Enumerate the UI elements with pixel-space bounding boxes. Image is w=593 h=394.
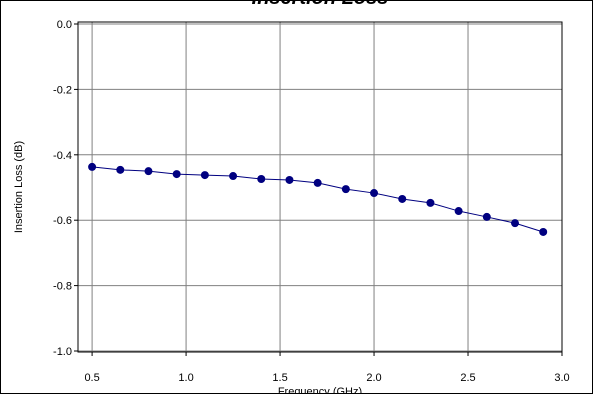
marker bbox=[257, 174, 266, 183]
marker bbox=[229, 172, 238, 181]
y-tick-label: -0.6 bbox=[53, 215, 72, 227]
y-tick-label: -0.2 bbox=[53, 84, 72, 96]
x-tick-label: 2.0 bbox=[366, 372, 381, 384]
x-axis-label: Frequency (GHz) bbox=[278, 386, 362, 394]
marker bbox=[426, 198, 435, 207]
y-tick-label: -0.4 bbox=[53, 150, 72, 162]
plot-area bbox=[77, 21, 563, 353]
x-tick-label: 3.0 bbox=[554, 372, 569, 384]
marker bbox=[398, 194, 407, 203]
marker bbox=[370, 189, 379, 198]
marker bbox=[511, 219, 520, 228]
y-tick-label: -1.0 bbox=[53, 346, 72, 358]
x-tick-label: 2.5 bbox=[460, 372, 475, 384]
x-tick-label: 0.5 bbox=[84, 372, 99, 384]
marker bbox=[88, 162, 97, 171]
marker bbox=[200, 171, 209, 180]
marker bbox=[341, 185, 350, 194]
marker bbox=[285, 175, 294, 184]
marker bbox=[313, 178, 322, 187]
marker bbox=[116, 165, 125, 174]
y-tick-label: 0.0 bbox=[57, 19, 72, 31]
x-tick-label: 1.0 bbox=[178, 372, 193, 384]
marker bbox=[454, 207, 463, 216]
y-tick-label: -0.8 bbox=[53, 281, 72, 293]
x-tick-label: 1.5 bbox=[272, 372, 287, 384]
marker bbox=[539, 227, 548, 236]
y-axis-label: Insertion Loss (dB) bbox=[13, 141, 25, 233]
marker bbox=[144, 167, 153, 176]
chart-title: Insertion Loss bbox=[252, 0, 389, 9]
marker bbox=[482, 212, 491, 221]
marker bbox=[172, 170, 181, 179]
